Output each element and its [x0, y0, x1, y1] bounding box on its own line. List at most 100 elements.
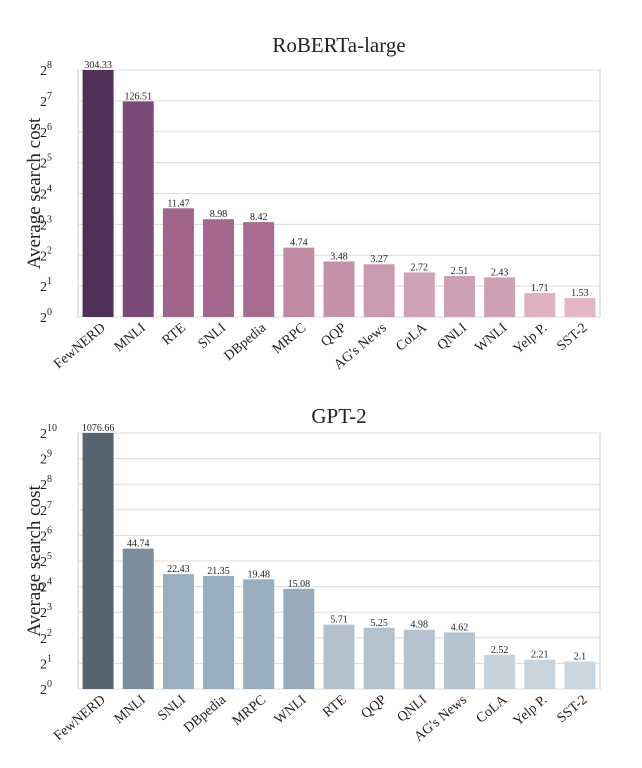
chart2-bar-fewnerd: [82, 433, 114, 689]
chart2-bar-sst-2: [564, 661, 596, 689]
chart2-ytick-label: 23: [40, 602, 52, 621]
chart1-bar-mrpc: [283, 247, 315, 317]
chart1-value-label: 2.51: [451, 266, 469, 277]
chart2-bar-wnli: [283, 588, 315, 689]
chart1-ytick-label: 27: [40, 91, 52, 110]
chart1-category-label: QNLI: [435, 320, 471, 353]
chart2-value-label: 22.43: [167, 564, 190, 575]
chart2-category-label: FewNERD: [51, 693, 108, 744]
chart2-bar-ag-s-news: [443, 632, 475, 689]
chart1-ytick-label: 26: [40, 122, 52, 141]
chart2-value-label: 2.52: [491, 645, 509, 656]
chart2-title: GPT-2: [311, 404, 366, 428]
chart2-category-label: Yelp P.: [511, 693, 551, 730]
chart2-category-label: SNLI: [155, 692, 189, 724]
chart2-value-label: 5.71: [330, 615, 348, 626]
chart2-value-label: 15.08: [288, 579, 311, 590]
chart1-bar-yelp-p-: [524, 293, 556, 317]
chart2-ytick-label: 22: [40, 628, 52, 647]
chart2-category-label: SST-2: [554, 693, 590, 727]
chart1-bar-qnli: [443, 276, 475, 317]
chart1-bar-cola: [403, 272, 435, 317]
chart1-value-label: 126.51: [124, 91, 152, 102]
chart1-bar-ag-s-news: [363, 264, 395, 317]
chart1-ytick-label: 20: [40, 307, 52, 326]
chart2-value-label: 2.21: [531, 650, 549, 661]
chart2-bar-rte: [323, 624, 355, 689]
chart2-value-label: 2.1: [574, 652, 587, 663]
chart2-category-label: RTE: [320, 693, 349, 721]
chart2-category-label: QNLI: [395, 692, 431, 725]
chart1-bar-sst-2: [564, 298, 596, 317]
chart1-category-label: SST-2: [554, 321, 590, 355]
chart2-bar-mnli: [122, 548, 154, 689]
chart1-category-label: Yelp P.: [511, 321, 551, 358]
chart1-ytick-label: 22: [40, 245, 52, 264]
chart2-ytick-label: 20: [40, 679, 52, 698]
chart1-bar-qqp: [323, 261, 355, 317]
chart2-value-label: 44.74: [127, 539, 150, 550]
chart1-category-label: SNLI: [196, 320, 230, 352]
chart1-bar-dbpedia: [243, 222, 275, 317]
chart2-bar-dbpedia: [203, 575, 235, 689]
chart2-bar-yelp-p-: [524, 659, 556, 689]
chart2-bar-cola: [484, 654, 516, 689]
chart1-category-label: WNLI: [473, 320, 511, 355]
chart1-bar-mnli: [122, 101, 154, 318]
chart2-ylabel: Average search cost: [24, 485, 45, 637]
chart2-ytick-label: 21: [40, 653, 52, 672]
chart2-category-label: MNLI: [112, 692, 149, 727]
chart2: 20 21 22 23 24 25 26 27 28 29 210 1076.66 FewNERD 44.…: [24, 404, 601, 745]
chart1-value-label: 1.71: [531, 283, 549, 294]
chart1-category-label: MRPC: [270, 321, 309, 358]
chart2-value-label: 5.25: [370, 618, 388, 629]
chart1-title: RoBERTa-large: [272, 33, 405, 57]
chart2-bar-qqp: [363, 627, 395, 689]
chart2-value-label: 21.35: [207, 566, 230, 577]
chart1: 20 21 22 23 24 25 26 27 28 304.33 FewNERD 126.51 MNL…: [24, 33, 601, 373]
chart2-bar-qnli: [403, 629, 435, 689]
chart1-value-label: 11.47: [167, 198, 189, 209]
chart1-category-label: DBpedia: [221, 320, 269, 364]
chart1-ylabel: Average search cost: [24, 117, 45, 269]
chart2-category-label: DBpedia: [181, 692, 229, 736]
chart1-value-label: 2.72: [411, 262, 429, 273]
chart2-value-label: 4.62: [451, 622, 469, 633]
chart1-bar-snli: [203, 219, 235, 317]
chart1-category-label: QQP: [318, 320, 349, 350]
chart1-value-label: 1.53: [571, 288, 589, 299]
chart1-bar-wnli: [484, 277, 516, 317]
chart2-category-label: WNLI: [272, 692, 310, 727]
chart2-ytick-label: 26: [40, 525, 52, 544]
chart1-ytick-label: 23: [40, 214, 52, 233]
chart2-ytick-label: 210: [40, 423, 57, 442]
chart1-value-label: 4.74: [290, 238, 308, 249]
chart1-value-label: 3.48: [330, 251, 348, 262]
chart1-value-label: 2.43: [491, 267, 509, 278]
chart1-ytick-label: 24: [40, 184, 52, 203]
chart1-bar-rte: [162, 208, 194, 317]
chart1-category-label: MNLI: [112, 320, 149, 355]
chart2-bar-snli: [162, 574, 194, 689]
chart2-ytick-label: 25: [40, 551, 52, 570]
chart2-ytick-label: 27: [40, 500, 52, 519]
chart2-category-label: CoLA: [474, 692, 511, 727]
chart2-value-label: 19.48: [247, 569, 270, 580]
chart1-value-label: 304.33: [84, 60, 112, 71]
chart1-value-label: 3.27: [370, 254, 388, 265]
chart1-ytick-label: 25: [40, 153, 52, 172]
chart1-category-label: FewNERD: [51, 321, 108, 372]
chart1-value-label: 8.98: [210, 209, 228, 220]
chart1-category-label: CoLA: [393, 320, 430, 355]
chart1-value-label: 8.42: [250, 212, 268, 223]
chart2-value-label: 4.98: [411, 620, 429, 631]
chart2-ytick-label: 29: [40, 449, 52, 468]
chart2-ytick-label: 28: [40, 474, 52, 493]
chart2-category-label: QQP: [359, 692, 390, 722]
chart1-category-label: RTE: [160, 321, 189, 349]
chart2-value-label: 1076.66: [82, 423, 115, 434]
chart1-bar-fewnerd: [82, 70, 114, 317]
chart2-ytick-label: 24: [40, 577, 52, 596]
chart1-ytick-label: 21: [40, 276, 52, 295]
